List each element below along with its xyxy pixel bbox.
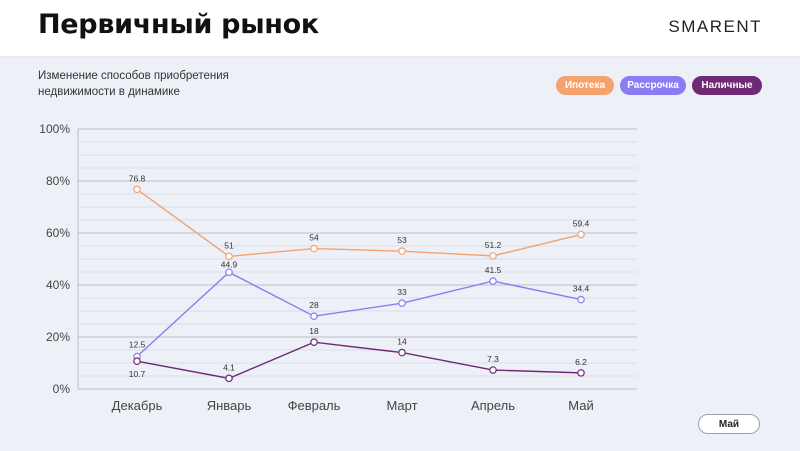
- chart-legend: Ипотека Рассрочка Наличные: [556, 76, 762, 95]
- data-point: [489, 277, 497, 285]
- chart-subtitle: Изменение способов приобретения недвижим…: [38, 70, 229, 98]
- data-point: [310, 244, 318, 253]
- data-label: 33: [397, 287, 407, 297]
- data-point: [225, 374, 233, 383]
- y-axis-ticks: 0% 20% 40% 60% 80% 100%: [39, 122, 70, 396]
- legend-ipoteka[interactable]: Ипотека: [556, 76, 614, 95]
- data-point: [577, 369, 585, 377]
- period-select-button[interactable]: Май: [698, 414, 760, 434]
- x-tick-label: Март: [386, 398, 417, 413]
- legend-rassrochka[interactable]: Рассрочка: [620, 76, 686, 95]
- data-label: 34.4: [573, 284, 590, 294]
- data-point: [133, 185, 141, 194]
- series-ipoteka: 76.8 51 54 53 51.2 59.4: [129, 173, 590, 261]
- data-label: 76.8: [129, 173, 146, 183]
- data-label: 53: [397, 235, 407, 245]
- data-point: [398, 247, 406, 256]
- y-tick-label: 40%: [46, 278, 70, 292]
- data-label: 12.5: [129, 340, 146, 350]
- data-point: [225, 268, 233, 277]
- data-point: [489, 366, 497, 374]
- data-point: [310, 312, 318, 321]
- x-tick-label: Апрель: [471, 398, 515, 413]
- series-line: [136, 271, 582, 358]
- brand-logo: SMARENT: [668, 17, 762, 36]
- data-point: [577, 295, 585, 304]
- top-bar: Первичный рынок SMARENT: [0, 0, 800, 56]
- data-point: [577, 230, 585, 239]
- series-line: [136, 341, 582, 380]
- chart-series: 76.8 51 54 53 51.2 59.4 12.5 44.9 28 33 41.5 34.4 10…: [129, 173, 590, 383]
- series-nalichnye: 10.7 4.1 18 14 7.3 6.2: [129, 326, 587, 383]
- data-point: [225, 252, 233, 261]
- y-tick-label: 0%: [53, 382, 71, 396]
- y-tick-label: 100%: [39, 122, 70, 136]
- data-label: 4.1: [223, 362, 235, 372]
- data-point: [398, 348, 406, 357]
- x-tick-label: Январь: [207, 398, 252, 413]
- data-label: 54: [309, 233, 319, 243]
- data-label: 10.7: [129, 369, 146, 379]
- y-tick-label: 60%: [46, 226, 70, 240]
- x-tick-label: Май: [568, 398, 593, 413]
- chart-grid: [77, 128, 637, 390]
- data-point: [489, 252, 497, 260]
- y-tick-label: 80%: [46, 174, 70, 188]
- data-point: [133, 357, 141, 365]
- data-label: 6.2: [575, 357, 587, 367]
- data-point: [398, 299, 406, 308]
- y-tick-label: 20%: [46, 330, 70, 344]
- x-tick-label: Декабрь: [112, 398, 163, 413]
- series-rassrochka: 12.5 44.9 28 33 41.5 34.4: [129, 259, 590, 361]
- series-line: [136, 188, 582, 258]
- data-label: 44.9: [221, 259, 238, 269]
- data-label: 59.4: [573, 219, 590, 229]
- data-label: 7.3: [487, 354, 499, 364]
- page-title: Первичный рынок: [38, 9, 319, 40]
- data-label: 41.5: [485, 265, 502, 275]
- data-label: 14: [397, 337, 407, 347]
- data-point: [310, 338, 318, 347]
- data-label: 51: [224, 240, 234, 250]
- data-label: 51.2: [485, 240, 502, 250]
- x-tick-label: Февраль: [288, 398, 341, 413]
- data-label: 18: [309, 326, 319, 336]
- x-axis-ticks: Декабрь Январь Февраль Март Апрель Май: [112, 398, 594, 413]
- legend-nalichnye[interactable]: Наличные: [692, 76, 762, 95]
- data-label: 28: [309, 300, 319, 310]
